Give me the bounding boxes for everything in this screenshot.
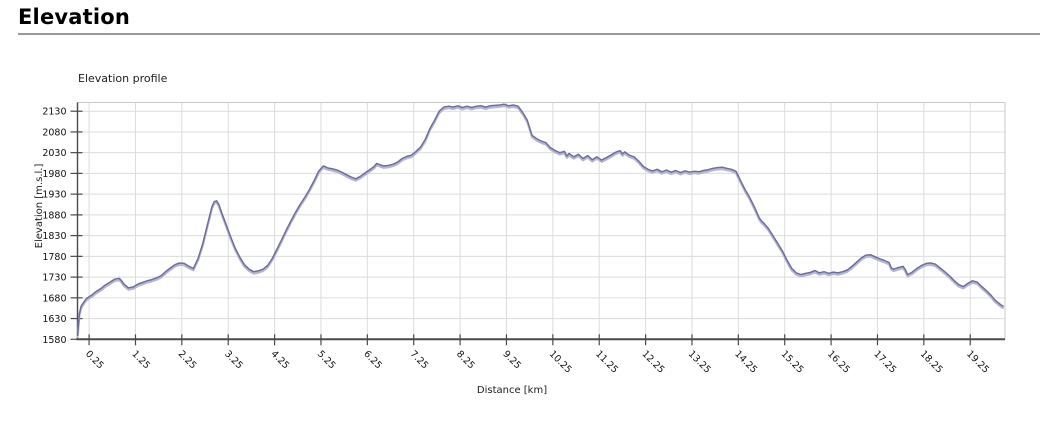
y-tick-label: 1730 [42, 273, 66, 284]
chart-title: Elevation profile [78, 72, 168, 85]
y-tick-label: 1980 [42, 169, 66, 180]
x-tick-label: 11.25 [593, 349, 620, 376]
header-divider [18, 33, 1040, 35]
y-tick-label: 2080 [42, 127, 66, 138]
x-tick-label: 10.25 [547, 349, 574, 376]
x-tick-label: 0.25 [83, 349, 106, 372]
y-tick-label: 1930 [42, 190, 66, 201]
x-axis-title: Distance [km] [477, 385, 547, 396]
x-tick-label: 3.25 [222, 349, 245, 372]
x-tick-label: 13.25 [686, 349, 713, 376]
x-tick-label: 15.25 [779, 349, 806, 376]
x-tick-label: 9.25 [500, 349, 523, 372]
x-tick-label: 2.25 [176, 349, 199, 372]
page-title: Elevation [18, 5, 131, 29]
x-tick-label: 8.25 [454, 349, 477, 372]
y-tick-label: 1880 [42, 210, 66, 221]
y-tick-label: 2030 [42, 148, 66, 159]
x-tick-label: 16.25 [825, 349, 852, 376]
x-tick-label: 12.25 [639, 349, 666, 376]
y-tick-label: 1630 [42, 314, 66, 325]
x-tick-label: 17.25 [871, 349, 898, 376]
x-tick-label: 19.25 [964, 349, 991, 376]
y-axis-title: Elevation [m.s.l.] [34, 164, 45, 249]
plot-border [77, 102, 1006, 340]
y-tick-label: 1680 [42, 293, 66, 304]
x-tick-label: 18.25 [918, 349, 945, 376]
x-tick-label: 5.25 [315, 349, 338, 372]
y-tick-label: 1580 [42, 335, 66, 346]
x-tick-label: 7.25 [408, 349, 431, 372]
x-tick-label: 4.25 [268, 349, 291, 372]
y-tick-label: 1830 [42, 231, 66, 242]
x-tick-label: 14.25 [732, 349, 759, 376]
y-tick-label: 2130 [42, 107, 66, 118]
elevation-line [76, 103, 1004, 337]
x-tick-label: 1.25 [129, 349, 152, 372]
y-tick-label: 1780 [42, 252, 66, 263]
x-tick-label: 6.25 [361, 349, 384, 372]
